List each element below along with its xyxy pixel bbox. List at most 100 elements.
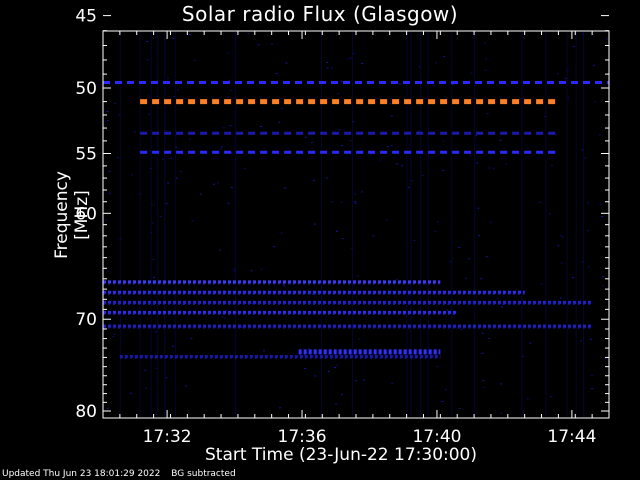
noise-speck (280, 232, 283, 234)
noise-speck (579, 340, 582, 342)
noise-speck (185, 385, 187, 387)
noise-speck (550, 164, 553, 166)
noise-speck (401, 165, 404, 167)
noise-speck (586, 230, 589, 231)
noise-speck (475, 135, 478, 137)
noise-speck (106, 270, 109, 272)
noise-speck (260, 268, 263, 270)
noise-speck (108, 170, 111, 172)
noise-column (566, 32, 568, 417)
noise-column (157, 32, 159, 417)
noise-speck (327, 371, 330, 372)
noise-speck (557, 245, 560, 247)
noise-speck (390, 115, 393, 117)
x-ticks: 17:32 17:36 17:40 17:44 (119, 31, 596, 447)
noise-speck (591, 388, 594, 389)
noise-column (139, 32, 141, 417)
y-tick-label: 60 (75, 204, 97, 224)
x-tick-label: 17:40 (412, 427, 461, 447)
noise-speck (311, 141, 314, 143)
noise-speck (347, 58, 350, 60)
noise-speck (227, 52, 230, 54)
noise-speck (278, 121, 281, 123)
noise-column (545, 32, 547, 417)
noise-speck (413, 240, 416, 241)
noise-speck (353, 201, 356, 203)
noise-speck (113, 334, 116, 336)
y-tick-label: 55 (75, 144, 97, 164)
noise-speck (340, 201, 343, 203)
noise-speck (217, 182, 220, 184)
noise-speck (572, 277, 574, 279)
y-ticks: 45 50 55 60 70 80 (75, 7, 609, 422)
noise-speck (220, 146, 223, 148)
noise-speck (275, 73, 278, 75)
noise-speck (486, 113, 489, 114)
noise-speck (434, 231, 437, 233)
noise-speck (488, 167, 491, 169)
noise-speck (435, 62, 437, 64)
noise-speck (485, 256, 488, 258)
noise-speck (109, 322, 112, 324)
noise-speck (424, 283, 427, 285)
noise-speck (581, 261, 584, 263)
noise-speck (442, 169, 445, 171)
noise-speck (118, 114, 121, 116)
noise-speck (225, 309, 228, 311)
noise-speck (541, 283, 544, 285)
noise-speck (538, 202, 541, 203)
noise-speck (482, 380, 485, 382)
noise-speck (372, 235, 375, 237)
noise-speck (148, 113, 151, 115)
noise-speck (587, 266, 590, 268)
noise-speck (483, 42, 486, 44)
noise-speck (147, 95, 150, 97)
noise-speck (336, 364, 339, 366)
noise-speck (443, 55, 446, 57)
noise-speck (589, 338, 592, 340)
noise-speck (477, 207, 480, 209)
noise-speck (496, 298, 499, 300)
noise-speck (360, 191, 363, 193)
noise-speck (599, 203, 602, 205)
noise-speck (223, 317, 226, 319)
noise-speck (444, 388, 447, 390)
noise-speck (379, 159, 382, 161)
noise-speck (336, 230, 338, 232)
noise-column (235, 32, 237, 417)
noise-speck (108, 192, 111, 194)
noise-speck (478, 235, 481, 236)
noise-speck (331, 67, 334, 69)
noise-speck (133, 131, 136, 133)
noise-speck (470, 72, 473, 74)
noise-speck (146, 41, 149, 42)
noise-speck (221, 316, 224, 318)
noise-speck (358, 338, 361, 340)
background-noise (105, 32, 609, 417)
noise-speck (407, 186, 410, 188)
noise-speck (326, 67, 329, 69)
noise-speck (131, 174, 133, 176)
noise-speck (436, 221, 439, 223)
noise-column (119, 32, 121, 417)
noise-speck (460, 328, 463, 330)
noise-speck (493, 167, 495, 169)
noise-speck (606, 38, 609, 40)
noise-speck (559, 235, 562, 237)
noise-speck (167, 182, 170, 184)
noise-speck (257, 44, 260, 46)
noise-speck (150, 204, 153, 206)
noise-speck (354, 193, 357, 195)
noise-speck (250, 270, 253, 272)
background-note: BG subtracted (171, 469, 236, 479)
noise-speck (146, 59, 149, 61)
noise-speck (567, 97, 570, 99)
noise-speck (444, 97, 447, 99)
noise-speck (398, 83, 401, 85)
noise-speck (152, 258, 155, 260)
noise-speck (499, 139, 502, 141)
footer: Updated Thu Jun 23 18:01:29 2022 BG subt… (2, 469, 244, 479)
noise-speck (177, 89, 180, 91)
noise-speck (105, 219, 108, 221)
